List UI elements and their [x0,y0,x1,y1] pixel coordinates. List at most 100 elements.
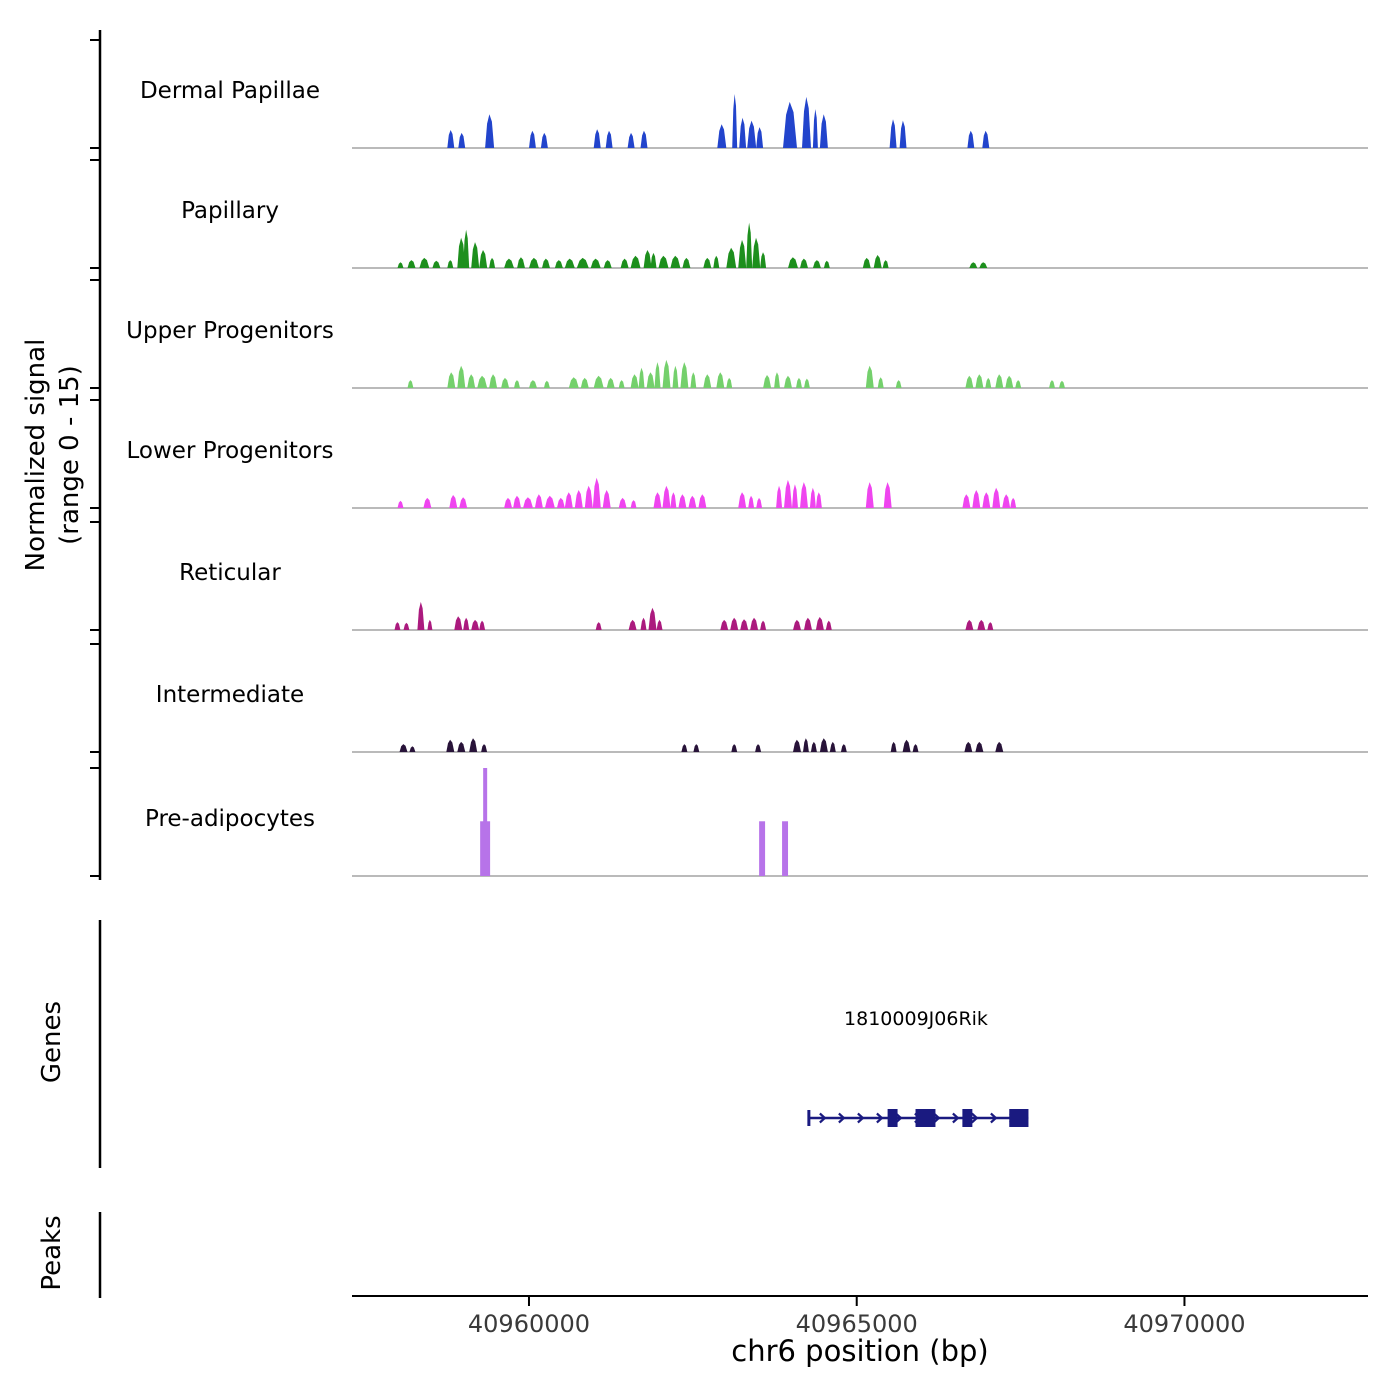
signal-peak [681,744,688,752]
signal-peak [670,255,681,268]
signal-peak [812,109,818,148]
signal-peak [746,222,753,268]
signal-peak [752,237,761,268]
gene-exon [915,1109,936,1127]
signal-peak [485,114,495,148]
signal-peak [1049,380,1055,388]
signal-peak [759,821,766,876]
track-label-pre-adipocytes: Pre-adipocytes [144,806,316,832]
signal-peak [662,485,671,508]
signal-peak [650,252,657,268]
y-axis-label-line2: (range 0 - 15) [55,365,85,545]
signal-peak [554,260,563,268]
signal-peak [628,619,637,630]
signal-peak [407,380,414,388]
signal-peak [670,492,677,508]
signal-peak [877,377,884,388]
signal-peak [576,257,589,268]
signal-peak [774,372,780,388]
strand-arrow-icon [876,1112,884,1124]
x-axis-tick-label: 40960000 [468,1310,590,1338]
signal-peak [580,377,589,388]
signal-peak [784,375,792,388]
signal-peak [682,257,691,268]
signal-peak [534,494,543,508]
signal-peak [812,260,821,268]
strand-arrow-icon [952,1112,960,1124]
signal-peak [564,492,573,508]
signal-peak [731,744,738,752]
signal-peak [776,485,783,508]
signal-peak [982,130,990,148]
gene-name-label: 1810009J06Rik [844,1008,988,1030]
signal-peak [458,132,466,148]
signal-peak [593,129,601,148]
signal-peak [1005,375,1014,388]
signal-peak [739,117,747,148]
signal-peak [469,738,478,752]
signal-peak [726,377,733,388]
signal-peak [543,380,550,388]
signal-peak [889,119,897,148]
strand-arrow-icon [838,1112,846,1124]
signal-peak [463,229,470,268]
signal-peak [489,374,498,388]
x-axis-tick-label: 40965000 [796,1310,918,1338]
signal-peak [529,130,536,148]
signal-peak [912,744,919,752]
signal-peak [447,260,454,268]
signal-peak [693,744,700,752]
signal-peak [815,492,822,508]
signal-peak [662,359,671,388]
signal-peak [802,96,811,148]
signal-peak [513,495,521,508]
signal-peak [564,258,575,268]
signal-peak [967,130,975,148]
signal-peak [840,744,847,752]
signal-peak [800,258,808,268]
signal-peak [1059,380,1065,388]
signal-peak [740,619,749,630]
signal-peak [457,237,466,268]
y-axis-label-line1: Normalized signal [21,338,52,572]
signal-peak [529,257,539,268]
signal-peak [592,477,601,508]
signal-peak [992,487,1001,508]
signal-peak [446,739,455,752]
signal-peak [463,617,470,630]
signal-peak [804,617,812,630]
signal-peak [698,494,707,508]
signal-peak [394,622,401,630]
signal-peak [882,260,889,268]
signal-peak [606,377,615,388]
strand-arrow-icon [990,1112,998,1124]
signal-peak [965,375,974,388]
signal-peak [447,130,455,148]
signal-peak [819,738,828,752]
signal-peak [419,257,430,268]
signal-peak [467,374,476,388]
signal-peak [972,490,981,508]
signal-peak [895,380,902,388]
signal-peak [979,262,988,268]
signal-peak [865,365,874,388]
signal-peak [540,132,548,148]
signal-peak [672,365,679,388]
signal-peak [640,617,647,630]
track-label-intermediate: Intermediate [155,682,305,708]
signal-peak [574,490,583,508]
signal-peak [964,741,973,752]
genes-section-label: Genes [37,1000,67,1084]
signal-peak [977,619,986,630]
signal-peak [630,500,637,508]
signal-peak [618,497,627,508]
strand-arrow-icon [819,1112,827,1124]
signal-peak [982,492,991,508]
signal-peak [726,247,737,268]
signal-peak [703,374,712,388]
signal-peak [873,255,882,268]
signal-peak [730,617,739,630]
signal-peak [529,380,537,388]
signal-peak [620,258,629,268]
signal-peak [883,482,892,508]
